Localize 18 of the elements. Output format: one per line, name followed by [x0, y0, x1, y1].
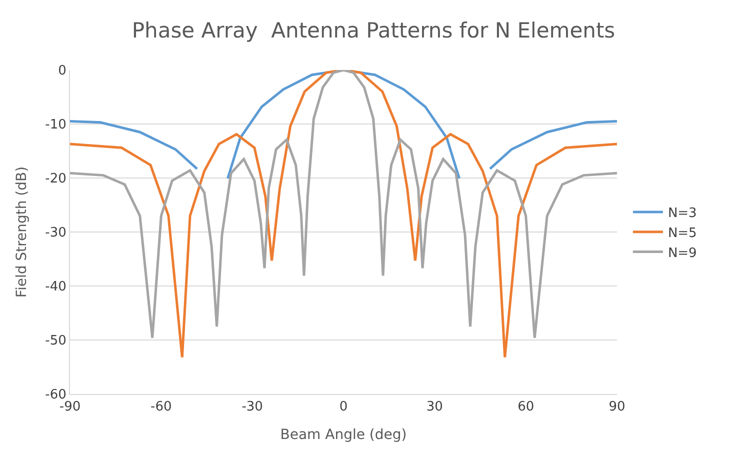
x-tick-label: 0 [339, 400, 348, 415]
legend-label: N=5 [668, 226, 697, 241]
legend-label: N=9 [668, 246, 697, 261]
x-tick-label: -60 [150, 400, 172, 415]
y-tick-label: -40 [45, 280, 66, 295]
x-tick-label: 30 [426, 400, 443, 415]
x-tick-label: -30 [242, 400, 263, 415]
y-tick-label: -20 [45, 172, 66, 187]
legend-label: N=3 [668, 206, 697, 222]
chart-title: Phase Array Antenna Patterns for N Elements [132, 18, 616, 42]
x-tick-label: 90 [608, 400, 626, 415]
y-tick-label: 0 [58, 64, 66, 79]
y-tick-label: -10 [45, 118, 66, 133]
x-axis-title: Beam Angle (deg) [280, 426, 407, 443]
y-tick-label: -30 [45, 226, 66, 241]
y-axis-title: Field Strength (dB) [14, 166, 30, 298]
x-tick-label: 60 [518, 400, 534, 415]
y-tick-label: -50 [45, 334, 66, 349]
